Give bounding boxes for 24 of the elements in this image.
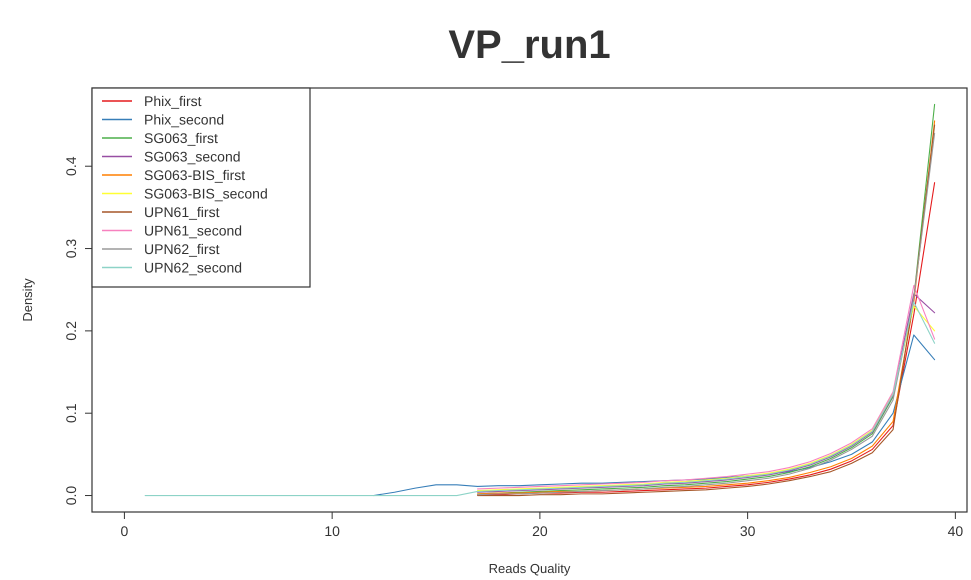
- legend-label: UPN62_second: [144, 260, 242, 276]
- legend-label: SG063-BIS_second: [144, 186, 268, 202]
- y-tick-label: 0.1: [63, 403, 79, 423]
- legend-label: SG063_first: [144, 130, 218, 146]
- x-tick-label: 0: [120, 523, 129, 539]
- y-axis-title: Density: [20, 278, 35, 322]
- y-tick-label: 0.2: [63, 320, 79, 341]
- legend-label: SG063-BIS_first: [144, 167, 246, 183]
- x-tick-label: 40: [948, 523, 964, 539]
- line-series: [144, 302, 936, 496]
- legend-label: Phix_first: [144, 93, 202, 109]
- y-tick-label: 0.4: [63, 156, 79, 176]
- x-axis-title: Reads Quality: [488, 561, 571, 576]
- y-tick-label: 0.0: [63, 486, 79, 506]
- x-tick-label: 30: [740, 523, 756, 539]
- legend-label: UPN61_first: [144, 204, 220, 220]
- x-tick-label: 20: [532, 523, 548, 539]
- legend-label: UPN61_second: [144, 222, 242, 238]
- legend-label: SG063_second: [144, 148, 241, 164]
- x-tick-label: 10: [324, 523, 340, 539]
- y-tick-label: 0.3: [63, 238, 79, 258]
- legend-label: Phix_second: [144, 112, 224, 128]
- legend-label: UPN62_first: [144, 241, 220, 257]
- chart-title: VP_run1: [448, 23, 611, 67]
